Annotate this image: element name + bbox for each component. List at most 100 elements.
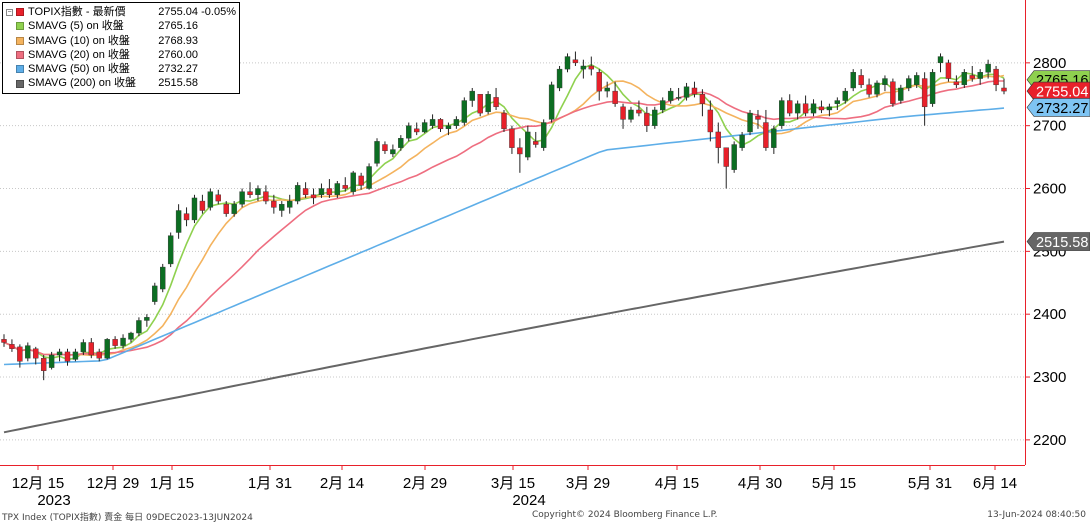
candle (1001, 78, 1007, 95)
candle-body (874, 82, 880, 95)
candle (834, 97, 841, 110)
candle-body (564, 56, 571, 70)
candle (588, 56, 595, 76)
candle-body (525, 131, 531, 158)
x-year-label: 2024 (512, 492, 545, 509)
candle (501, 109, 507, 132)
candle-body (747, 112, 753, 133)
candle (787, 94, 793, 117)
legend-name: SMAVG (50) on 收盤 (28, 63, 130, 76)
candle (913, 72, 920, 88)
candle-body (898, 87, 904, 101)
candle-body (255, 188, 261, 195)
x-tick-label: 6月 14 (973, 475, 1017, 492)
right-label-text: 2755.04 (1036, 85, 1088, 101)
candle (358, 172, 364, 190)
candle-body (866, 84, 872, 95)
candle (271, 194, 277, 214)
candle-body (834, 100, 841, 104)
candle-body (318, 188, 325, 195)
candle (175, 204, 182, 239)
candle-body (366, 166, 372, 189)
candle (691, 81, 698, 98)
candle-body (96, 351, 102, 359)
candle-body (144, 317, 150, 321)
candle (334, 180, 341, 198)
legend-swatch (16, 79, 24, 88)
candle (921, 72, 928, 126)
candle (683, 82, 690, 101)
candle-body (9, 344, 15, 349)
candle-body (731, 144, 737, 170)
candle-body (223, 204, 229, 214)
candle-body (175, 210, 182, 233)
x-tick-label: 3月 29 (566, 475, 610, 492)
x-tick-label: 1月 31 (248, 475, 292, 492)
candle-body (191, 197, 198, 221)
candle (477, 94, 483, 117)
candle (525, 125, 531, 161)
candle (660, 97, 666, 114)
candle-body (120, 337, 126, 346)
legend-toggle-icon (6, 37, 13, 44)
candle (961, 69, 968, 88)
legend-toggle-icon[interactable]: − (6, 8, 13, 16)
candle-body (167, 235, 174, 265)
candle-body (644, 112, 650, 126)
candle (937, 53, 944, 73)
sma-50-line (3, 107, 1005, 366)
candle (779, 97, 785, 129)
candle (540, 119, 547, 151)
candles (1, 51, 1007, 381)
sma-5-line (3, 63, 1005, 361)
candle-body (715, 131, 721, 148)
candle-body (652, 109, 658, 126)
x-tick-label: 5月 15 (812, 475, 856, 492)
candle-body (683, 86, 690, 98)
legend-value: 2732.27 (158, 63, 198, 76)
candle (294, 182, 301, 205)
candle (160, 263, 166, 293)
candle (707, 100, 714, 142)
legend-name: SMAVG (200) on 收盤 (28, 77, 136, 90)
candle (969, 65, 975, 82)
candle (572, 51, 579, 66)
candle (953, 75, 960, 88)
candle (755, 109, 761, 129)
candle-body (620, 106, 626, 120)
legend-name: SMAVG (20) on 收盤 (28, 48, 130, 61)
candle (64, 348, 71, 366)
candle (548, 81, 555, 123)
candle-body (723, 147, 729, 167)
candle-body (763, 122, 769, 148)
candle (890, 78, 896, 107)
candle (445, 122, 452, 136)
candle-body (374, 141, 380, 164)
candle-body (461, 100, 468, 123)
candle-body (294, 185, 301, 202)
candle (413, 122, 420, 136)
candle (667, 87, 674, 104)
candle-body (390, 149, 396, 155)
candle-body (25, 345, 31, 359)
candle (17, 344, 23, 368)
candle (167, 232, 174, 268)
candle-body (152, 285, 158, 302)
legend-name: SMAVG (10) on 收盤 (28, 34, 130, 47)
candle (977, 69, 983, 85)
candle (191, 194, 198, 224)
candle (144, 314, 150, 327)
candle-body (382, 144, 388, 152)
legend-swatch (16, 8, 24, 17)
candle (453, 116, 460, 129)
x-tick-label: 2月 14 (320, 475, 364, 492)
legend-swatch (16, 51, 24, 60)
right-label-text: 2515.58 (1036, 235, 1088, 251)
candle-body (691, 87, 698, 95)
candle-body (80, 342, 87, 353)
candle (731, 141, 737, 173)
candle-body (413, 128, 420, 133)
candle-body (429, 119, 436, 126)
candle-body (739, 134, 745, 148)
